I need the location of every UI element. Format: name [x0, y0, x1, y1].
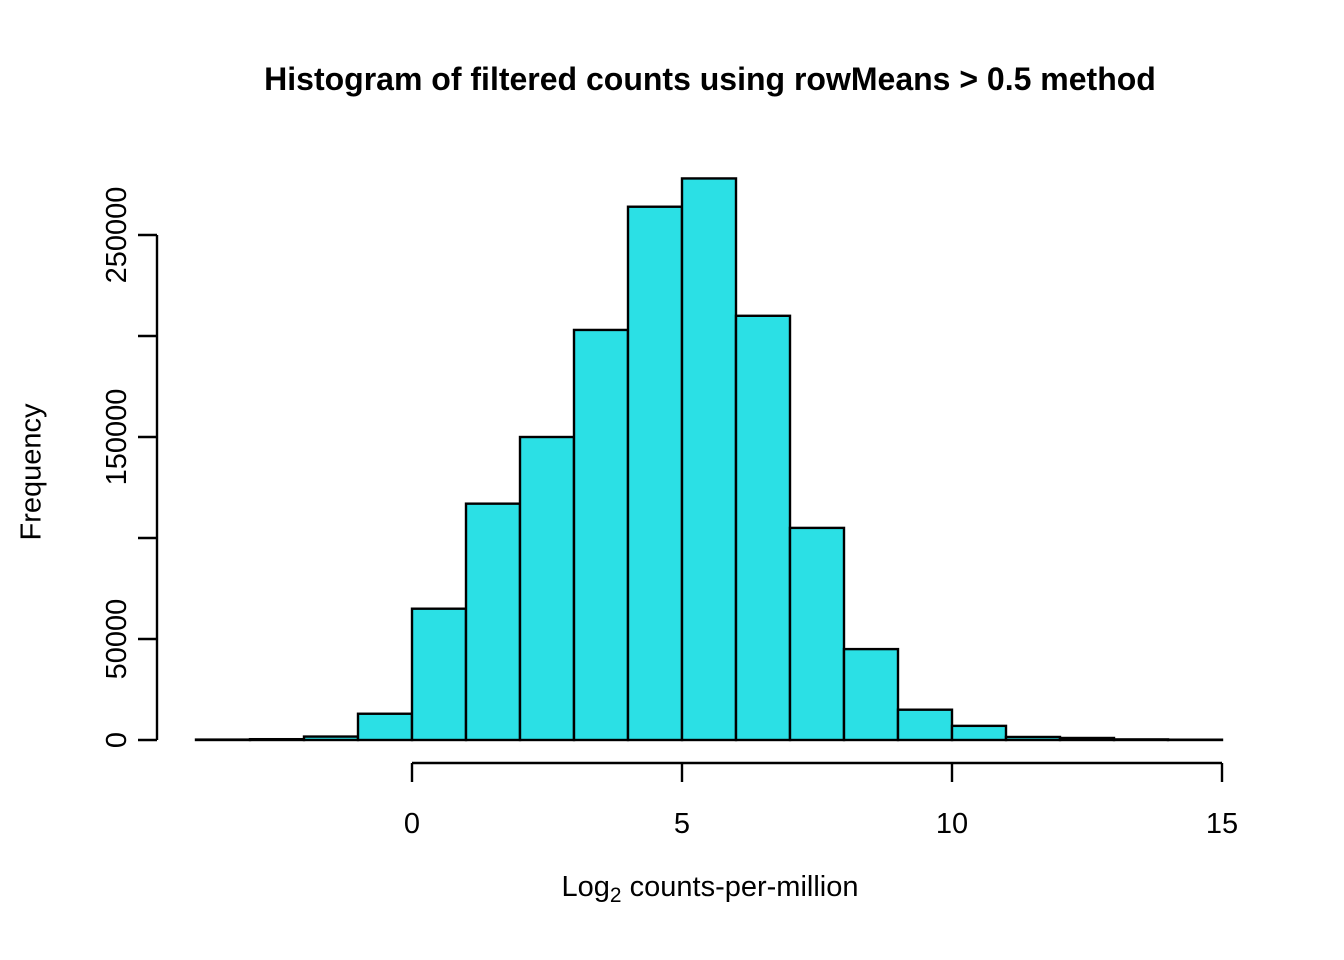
- x-tick-label: 0: [404, 808, 420, 840]
- histogram-bar: [248, 737, 306, 742]
- histogram-bar: [572, 328, 630, 742]
- y-tick-label: 50000: [101, 599, 133, 680]
- histogram-bar: [788, 526, 846, 742]
- histogram-bar: [356, 712, 414, 742]
- histogram-bar: [680, 177, 738, 742]
- histogram-bar: [1112, 738, 1170, 742]
- histogram-bar: [950, 724, 1008, 742]
- histogram-bar: [302, 735, 360, 742]
- x-axis-label: Log2 counts-per-million: [157, 871, 1263, 908]
- y-tick-label: 0: [101, 732, 133, 748]
- x-tick-label: 10: [936, 808, 968, 840]
- x-axis-label-prefix: Log: [561, 871, 610, 903]
- histogram-bar: [518, 435, 576, 742]
- x-tick-label: 5: [674, 808, 690, 840]
- histogram-bar: [1058, 736, 1116, 742]
- histogram-bar: [410, 607, 468, 742]
- chart-title: Histogram of filtered counts using rowMe…: [264, 61, 1156, 97]
- x-tick-label: 15: [1206, 808, 1238, 840]
- histogram-bar: [464, 502, 522, 742]
- histogram-bar: [842, 647, 900, 742]
- histogram-bar: [896, 708, 954, 742]
- y-tick-label: 150000: [101, 389, 133, 486]
- x-axis-label-suffix: counts-per-million: [629, 871, 859, 903]
- histogram-bar: [734, 314, 792, 742]
- histogram-bar: [626, 205, 684, 742]
- x-axis-label-subscript: 2: [609, 883, 622, 907]
- y-axis-label: Frequency: [15, 403, 48, 541]
- histogram-bar: [1004, 735, 1062, 742]
- y-tick-label: 250000: [101, 187, 133, 284]
